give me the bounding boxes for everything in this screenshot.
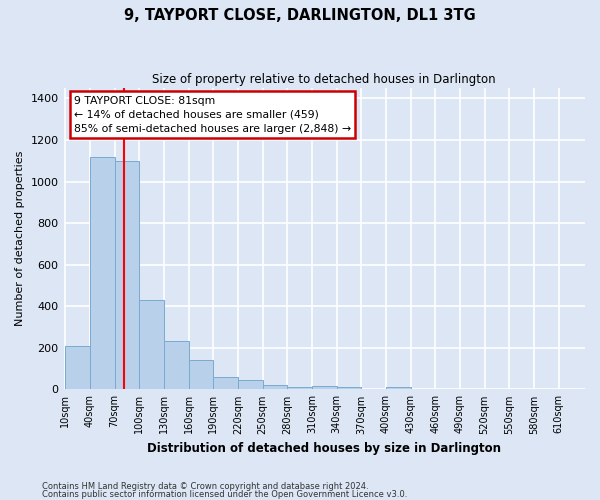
Bar <box>386 388 410 390</box>
Bar <box>188 360 213 390</box>
Bar <box>90 156 115 390</box>
Bar <box>65 346 90 390</box>
Bar <box>263 386 287 390</box>
Bar <box>139 300 164 390</box>
Text: 9 TAYPORT CLOSE: 81sqm
← 14% of detached houses are smaller (459)
85% of semi-de: 9 TAYPORT CLOSE: 81sqm ← 14% of detached… <box>74 96 351 134</box>
Title: Size of property relative to detached houses in Darlington: Size of property relative to detached ho… <box>152 72 496 86</box>
Bar <box>337 388 361 390</box>
Bar <box>238 380 263 390</box>
Text: Contains public sector information licensed under the Open Government Licence v3: Contains public sector information licen… <box>42 490 407 499</box>
Bar <box>312 386 337 390</box>
Y-axis label: Number of detached properties: Number of detached properties <box>15 151 25 326</box>
Text: Contains HM Land Registry data © Crown copyright and database right 2024.: Contains HM Land Registry data © Crown c… <box>42 482 368 491</box>
Bar <box>287 388 312 390</box>
Bar <box>115 161 139 390</box>
X-axis label: Distribution of detached houses by size in Darlington: Distribution of detached houses by size … <box>147 442 501 455</box>
Bar <box>164 340 188 390</box>
Bar <box>213 377 238 390</box>
Text: 9, TAYPORT CLOSE, DARLINGTON, DL1 3TG: 9, TAYPORT CLOSE, DARLINGTON, DL1 3TG <box>124 8 476 22</box>
